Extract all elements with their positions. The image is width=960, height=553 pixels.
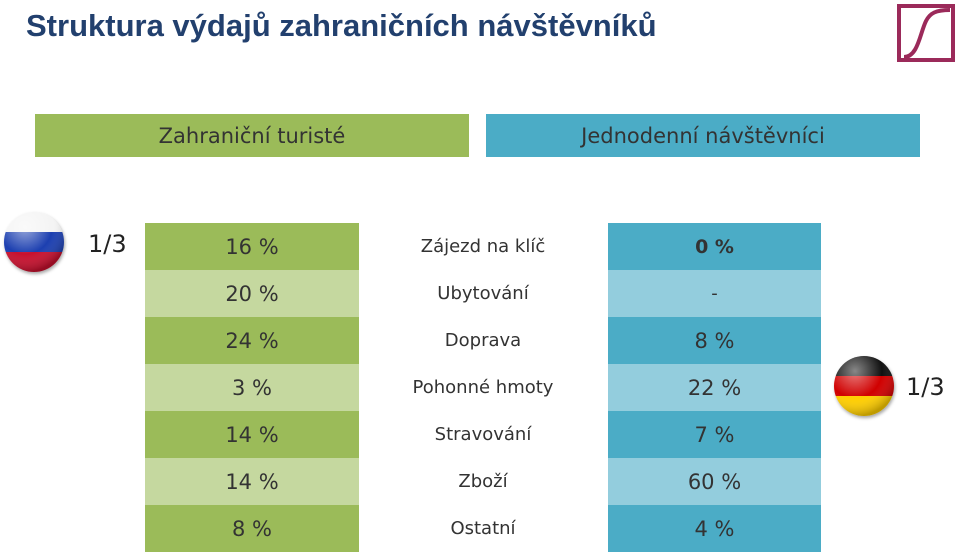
category-label: Zboží [458,471,508,492]
category-label: Stravování [434,424,532,445]
tourist-share-cell: 8 % [145,505,359,552]
russia-flag-icon [4,212,64,272]
category-label: Doprava [444,330,522,351]
category-label: Zájezd na klíč [420,236,546,257]
header-day-visitors: Jednodenní návštěvníci [486,114,920,157]
germany-fraction: 1/3 [906,373,945,401]
tourist-share-cell: 14 % [145,458,359,505]
day-visitor-share-cell: 4 % [608,505,821,552]
day-visitor-share-cell: 22 % [608,364,821,411]
logo-icon [897,4,955,62]
category-label: Ostatní [450,518,516,539]
russia-fraction: 1/3 [88,230,127,258]
day-visitor-share-cell: 0 % [608,223,821,270]
category-label: Ubytování [437,283,529,304]
tourist-share-cell: 20 % [145,270,359,317]
day-visitor-share-cell: 60 % [608,458,821,505]
tourist-share-cell: 3 % [145,364,359,411]
page-title: Struktura výdajů zahraničních návštěvník… [26,8,657,43]
tourist-share-cell: 14 % [145,411,359,458]
category-label: Pohonné hmoty [412,377,554,398]
tourist-share-cell: 24 % [145,317,359,364]
header-foreign-tourists: Zahraniční turisté [35,114,469,157]
day-visitor-share-cell: 8 % [608,317,821,364]
day-visitor-share-cell: 7 % [608,411,821,458]
day-visitor-share-cell: - [608,270,821,317]
germany-flag-icon [834,356,894,416]
tourist-share-cell: 16 % [145,223,359,270]
